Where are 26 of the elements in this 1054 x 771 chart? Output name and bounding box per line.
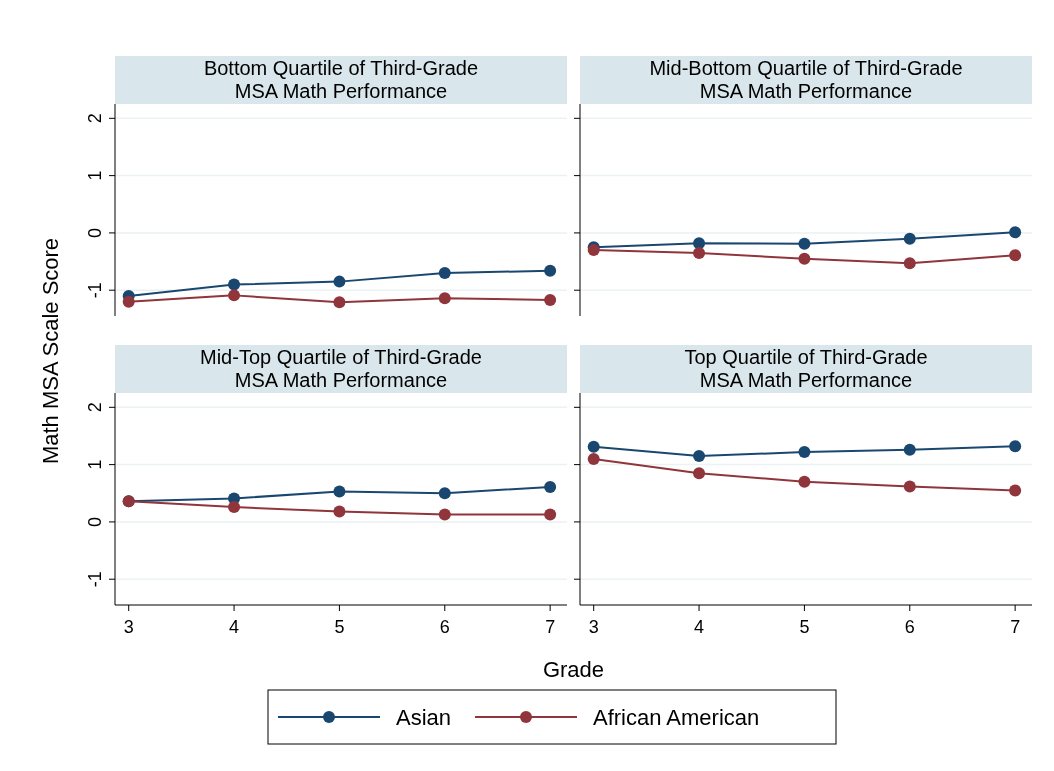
x-tick-label: 6 <box>904 617 915 637</box>
x-tick-label: 7 <box>545 617 556 637</box>
y-tick-label: -1 <box>85 571 105 588</box>
chart-title: Mid-Top Quartile of Third-Grade MSA Math Performance <box>200 346 482 391</box>
legend-label: Asian <box>396 705 452 730</box>
x-tick-label: 4 <box>694 617 705 637</box>
chart-title: Mid-Bottom Quartile of Third-Grade MSA Math Performance <box>649 57 963 102</box>
y-tick-label: 2 <box>85 402 105 413</box>
y-tick-label: 1 <box>85 459 105 470</box>
x-tick-label: 6 <box>439 617 450 637</box>
x-tick-label: 5 <box>799 617 810 637</box>
x-tick-label: 3 <box>588 617 599 637</box>
legend-label: African American <box>593 705 760 730</box>
x-tick-label: 4 <box>229 617 240 637</box>
chart-title: Bottom Quartile of Third-Grade MSA Math Performance <box>203 57 479 102</box>
x-axis-title: Grade <box>542 657 605 682</box>
x-tick-label: 5 <box>334 617 345 637</box>
chart-title: Top Quartile of Third-Grade MSA Math Performance <box>684 346 928 391</box>
y-tick-label: 0 <box>85 227 105 238</box>
x-tick-label: 3 <box>123 617 134 637</box>
x-tick-label: 7 <box>1010 617 1021 637</box>
y-axis-title: Math MSA Scale Score <box>38 237 63 465</box>
y-tick-label: 0 <box>85 516 105 527</box>
y-tick-label: 1 <box>85 170 105 181</box>
y-tick-label: 2 <box>85 113 105 124</box>
y-tick-label: -1 <box>85 282 105 299</box>
